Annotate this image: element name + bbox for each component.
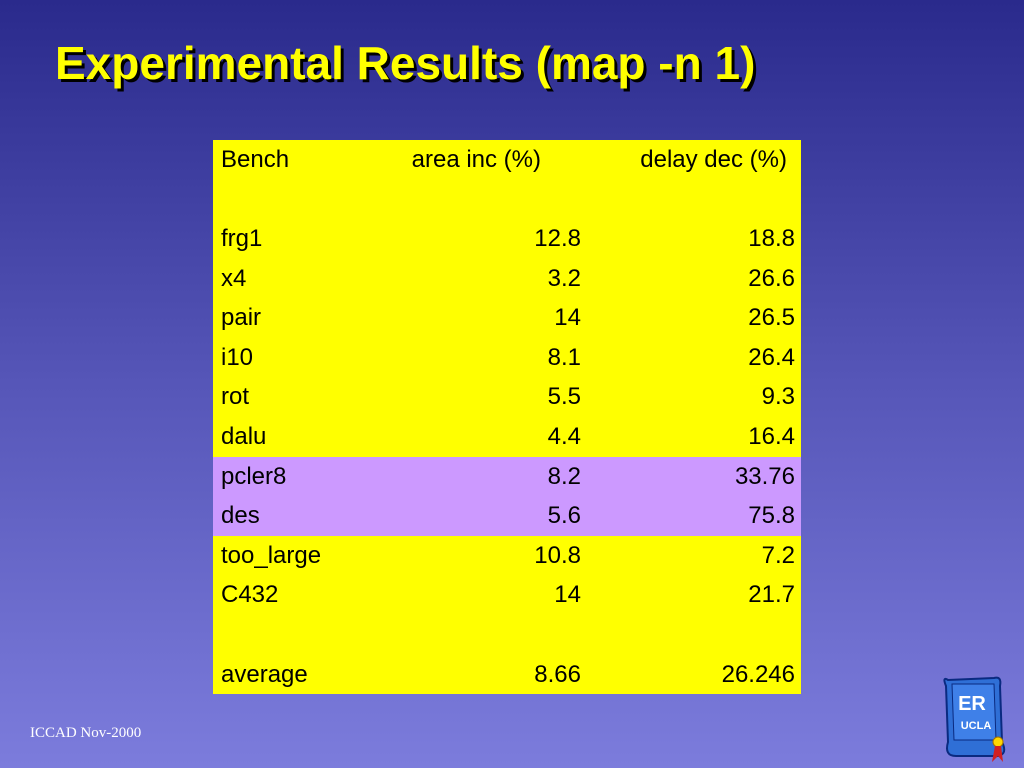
table-cell: 9.3 [761, 383, 795, 411]
table-cell: area inc (%) [411, 145, 541, 173]
table-cell: 26.246 [721, 660, 795, 688]
table-cell: x4 [221, 264, 247, 292]
table-cell: pcler8 [221, 462, 287, 490]
table-row: x4 3.2 26.6 [213, 258, 801, 299]
table-cell: 7.2 [761, 541, 795, 569]
slide-title: Experimental Results (map -n 1) [55, 37, 756, 89]
footer: ICCAD Nov-2000 [30, 725, 142, 741]
results-table: Bench area inc (%) delay dec (%) frg1 12.8 18… [213, 140, 801, 695]
table-row: frg1 12.8 18.8 [213, 219, 801, 259]
average-row: average 8.66 26.246 [213, 654, 801, 695]
table-cell: 33.76 [734, 462, 795, 490]
table-cell: 4.4 [547, 422, 581, 450]
table-cell: C432 [221, 581, 279, 609]
spacer-row [213, 179, 801, 220]
table-cell: 21.7 [748, 581, 795, 609]
table-cell: i10 [221, 343, 254, 371]
table-row: C432 14 21.7 [213, 575, 801, 616]
table-cell: 5.6 [547, 502, 581, 530]
logo: ER UCLA [943, 676, 1006, 762]
table-cell: 26.4 [748, 343, 795, 371]
table-row: pair 14 26.5 [213, 298, 801, 338]
table-cell: 5.5 [547, 383, 581, 411]
logo-title: ER [958, 693, 986, 715]
table-cell: Bench [221, 145, 290, 173]
table-cell: 75.8 [748, 502, 795, 530]
table-cell: 3.2 [547, 264, 581, 292]
table-row: dalu 4.4 16.4 [213, 417, 801, 457]
table-row: i10 8.1 26.4 [213, 337, 801, 378]
table-cell: too_large [221, 541, 322, 569]
table-cell: 12.8 [534, 224, 581, 252]
table-cell: 16.4 [748, 422, 795, 450]
table-cell: des [221, 502, 260, 530]
table-cell: 14 [554, 304, 581, 332]
table-cell: 8.1 [547, 343, 581, 371]
table-cell: 26.5 [748, 304, 795, 332]
table-row: rot 5.5 9.3 [213, 377, 801, 418]
table-cell: pair [221, 304, 262, 332]
logo-subtitle: UCLA [961, 720, 992, 732]
table-cell: dalu [221, 422, 267, 450]
table-cell: rot [221, 383, 250, 411]
table-cell: 18.8 [748, 224, 795, 252]
table-row: des 5.6 75.8 [213, 496, 801, 536]
table-cell: frg1 [221, 224, 263, 252]
table-cell: average [221, 660, 308, 688]
table-cell: 10.8 [534, 541, 581, 569]
spacer-row [213, 615, 801, 655]
table-row: pcler8 8.2 33.76 [213, 456, 801, 497]
table-cell: 14 [554, 581, 581, 609]
table-cell: 8.66 [534, 660, 581, 688]
table-cell: 8.2 [547, 462, 581, 490]
table-cell: 26.6 [748, 264, 795, 292]
table-cell: delay dec (%) [640, 145, 787, 173]
header-row: Bench area inc (%) delay dec (%) [213, 140, 801, 180]
table-row: too_large 10.8 7.2 [213, 535, 801, 576]
